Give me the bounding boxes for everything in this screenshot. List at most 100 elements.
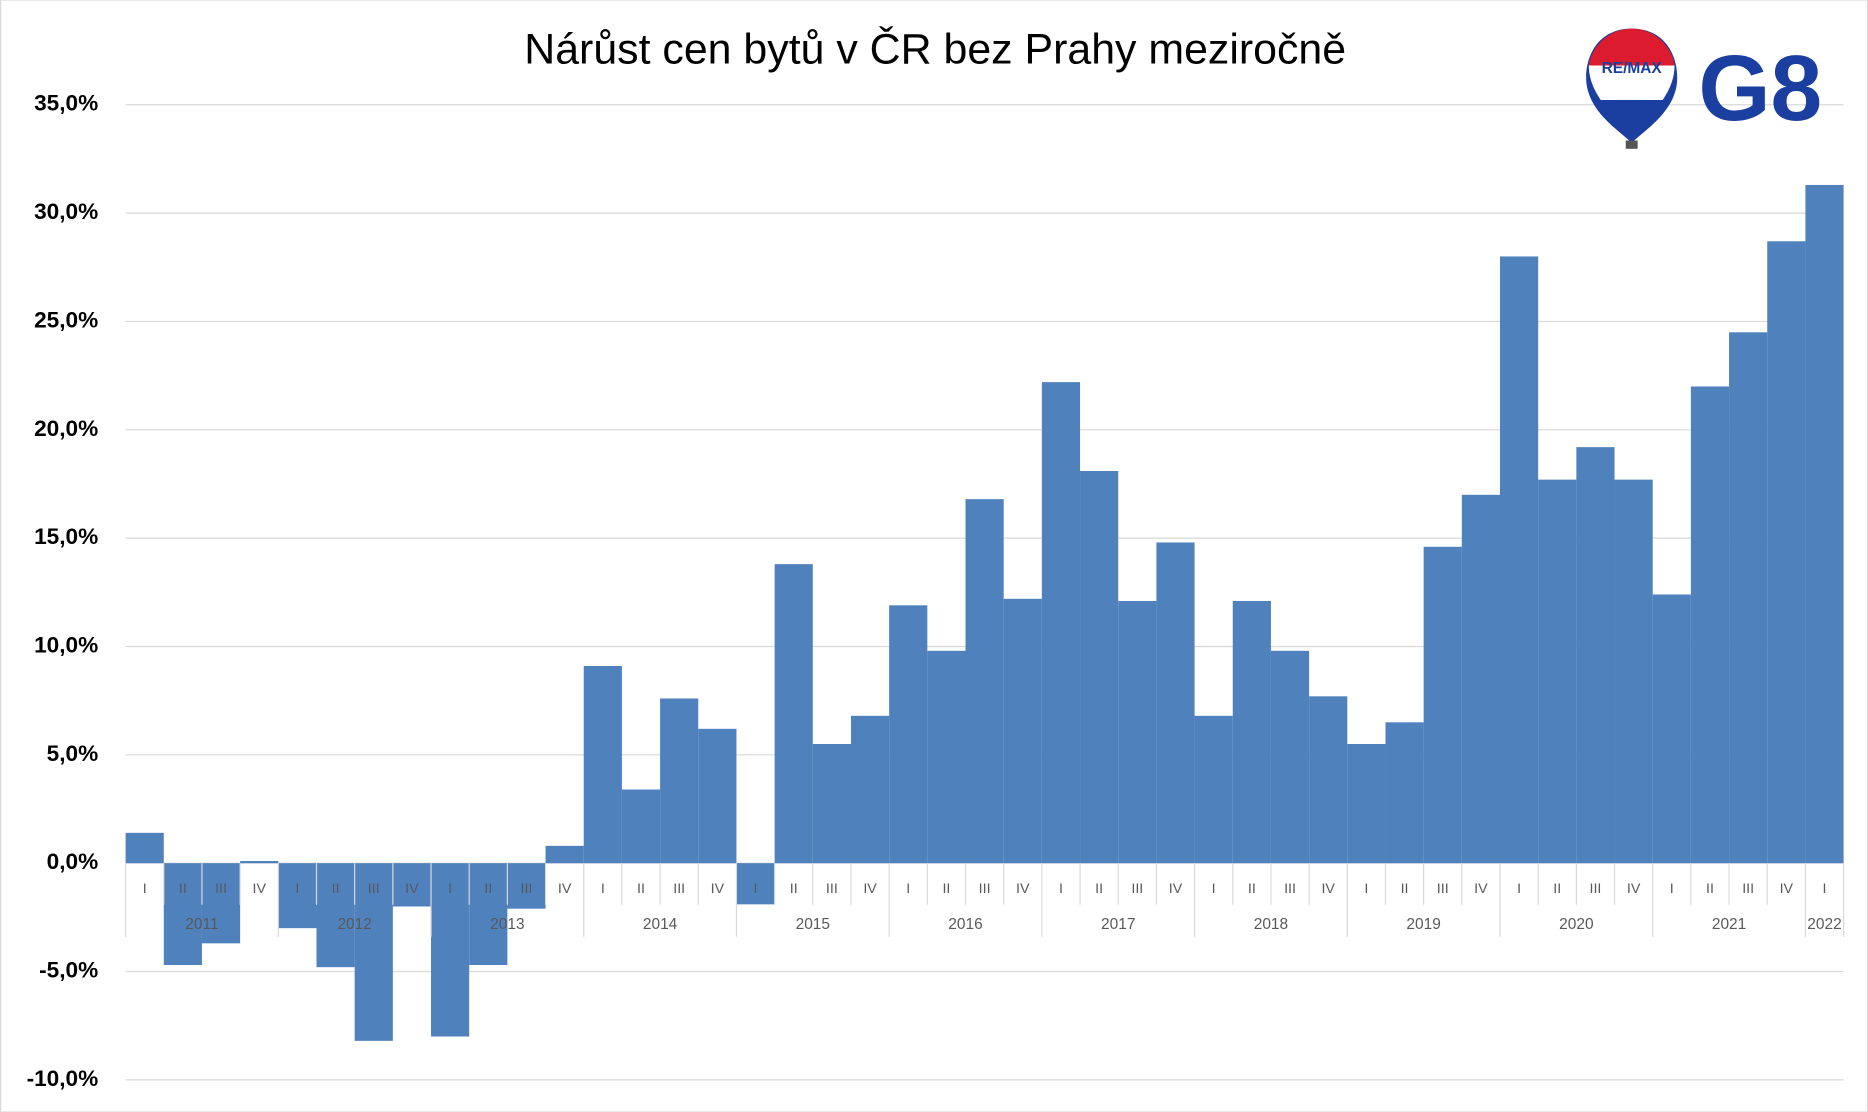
bar [889, 605, 928, 864]
bar [1080, 470, 1119, 864]
x-tick-label: IV [1474, 881, 1488, 897]
bar [927, 650, 966, 864]
bar [163, 863, 202, 966]
x-tick-label: IV [1016, 881, 1030, 897]
bar [774, 564, 813, 864]
bar [316, 863, 355, 968]
bar [1347, 743, 1386, 864]
basket [1625, 140, 1638, 149]
x-tick-label: II [1706, 881, 1714, 897]
logo: RE/MAX G8 [1586, 28, 1822, 149]
x-tick-label: IV [1169, 881, 1183, 897]
y-tick-label: 35,0% [34, 91, 98, 116]
bar [660, 698, 699, 864]
bar [240, 861, 279, 864]
bar [965, 499, 1004, 864]
y-tick-label: -5,0% [39, 957, 98, 982]
bar [354, 863, 393, 1041]
x-tick-label: IV [558, 881, 572, 897]
bar [1003, 598, 1042, 864]
bar [812, 743, 851, 864]
year-label: 2021 [1712, 916, 1746, 933]
bar [507, 863, 546, 909]
x-tick-label: I [143, 881, 147, 897]
x-tick-label: II [484, 881, 492, 897]
year-label: 2017 [1101, 916, 1135, 933]
bar [621, 789, 661, 864]
bar [1690, 386, 1730, 864]
y-tick-label: 15,0% [34, 524, 98, 549]
x-tick-label: IV [405, 881, 419, 897]
bar [1309, 696, 1348, 864]
x-tick-label: III [1131, 881, 1143, 897]
bar [125, 832, 164, 864]
bar [1118, 600, 1157, 864]
x-tick-label: III [979, 881, 991, 897]
x-tick-label: I [1364, 881, 1368, 897]
chart-title: Nárůst cen bytů v ČR bez Prahy meziročně [524, 26, 1346, 74]
x-tick-label: I [601, 881, 605, 897]
y-tick-label: 30,0% [34, 199, 98, 224]
bar [431, 863, 470, 1037]
x-tick-label: II [790, 881, 798, 897]
x-tick-label: I [1670, 881, 1674, 897]
bar [583, 665, 622, 864]
bar [469, 863, 508, 966]
year-label: 2016 [948, 916, 982, 933]
x-tick-label: I [448, 881, 452, 897]
logo-brand: G8 [1698, 36, 1822, 140]
y-tick-label: -10,0% [27, 1066, 99, 1091]
bar [1194, 715, 1233, 864]
bar [1041, 382, 1081, 864]
x-tick-label: III [521, 881, 533, 897]
year-label: 2018 [1254, 916, 1288, 933]
bar [278, 863, 317, 929]
bar [698, 728, 737, 864]
x-tick-label: IV [711, 881, 725, 897]
x-tick-label: III [1437, 881, 1449, 897]
bar [736, 863, 775, 905]
y-tick-label: 25,0% [34, 307, 98, 332]
x-tick-label: I [1059, 881, 1063, 897]
bar [1385, 722, 1424, 864]
x-tick-label: II [179, 881, 187, 897]
plot: -10,0% -5,0% 0,0% 5,0% 10,0% 15,0% 20,0% 25,0% 3… [27, 91, 1845, 1091]
bar [1652, 594, 1691, 864]
x-tick-label: IV [863, 881, 877, 897]
bar [1767, 241, 1806, 864]
bar [1270, 650, 1310, 864]
bar [1232, 600, 1271, 864]
year-label: 2011 [185, 916, 218, 933]
y-tick-label: 10,0% [34, 632, 98, 657]
bar [1614, 479, 1653, 864]
x-tick-label: III [1742, 881, 1754, 897]
y-tick-label: 20,0% [34, 416, 98, 441]
x-tick-label: III [1284, 881, 1296, 897]
year-label: 2013 [490, 916, 524, 933]
balloon-top [1588, 28, 1675, 66]
y-tick-label: 0,0% [47, 849, 99, 874]
bar [1538, 479, 1577, 864]
x-tick-label: II [1553, 881, 1561, 897]
x-tick-label: IV [1627, 881, 1641, 897]
x-tick-label: II [332, 881, 340, 897]
x-tick-label: III [1590, 881, 1602, 897]
bar [201, 863, 241, 944]
year-label: 2019 [1406, 916, 1440, 933]
x-tick-label: I [1212, 881, 1216, 897]
bar [1156, 542, 1195, 864]
y-tick-label: 5,0% [47, 741, 99, 766]
bar [545, 845, 584, 864]
bar [1729, 332, 1768, 864]
year-label: 2022 [1807, 916, 1841, 933]
bar [1423, 546, 1462, 864]
x-tick-label: I [906, 881, 910, 897]
logo-text: RE/MAX [1602, 60, 1663, 77]
x-tick-label: II [1248, 881, 1256, 897]
x-tick-label: IV [252, 881, 266, 897]
year-label: 2020 [1559, 916, 1593, 933]
balloon-band [1588, 65, 1675, 101]
x-tick-label: I [1823, 881, 1827, 897]
bar [392, 863, 432, 907]
